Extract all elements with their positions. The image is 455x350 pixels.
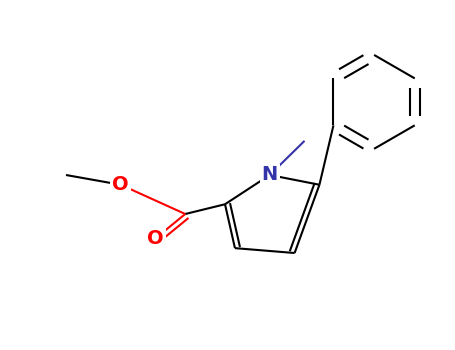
Text: N: N	[262, 166, 278, 184]
Text: O: O	[147, 229, 164, 248]
Text: O: O	[112, 175, 129, 194]
